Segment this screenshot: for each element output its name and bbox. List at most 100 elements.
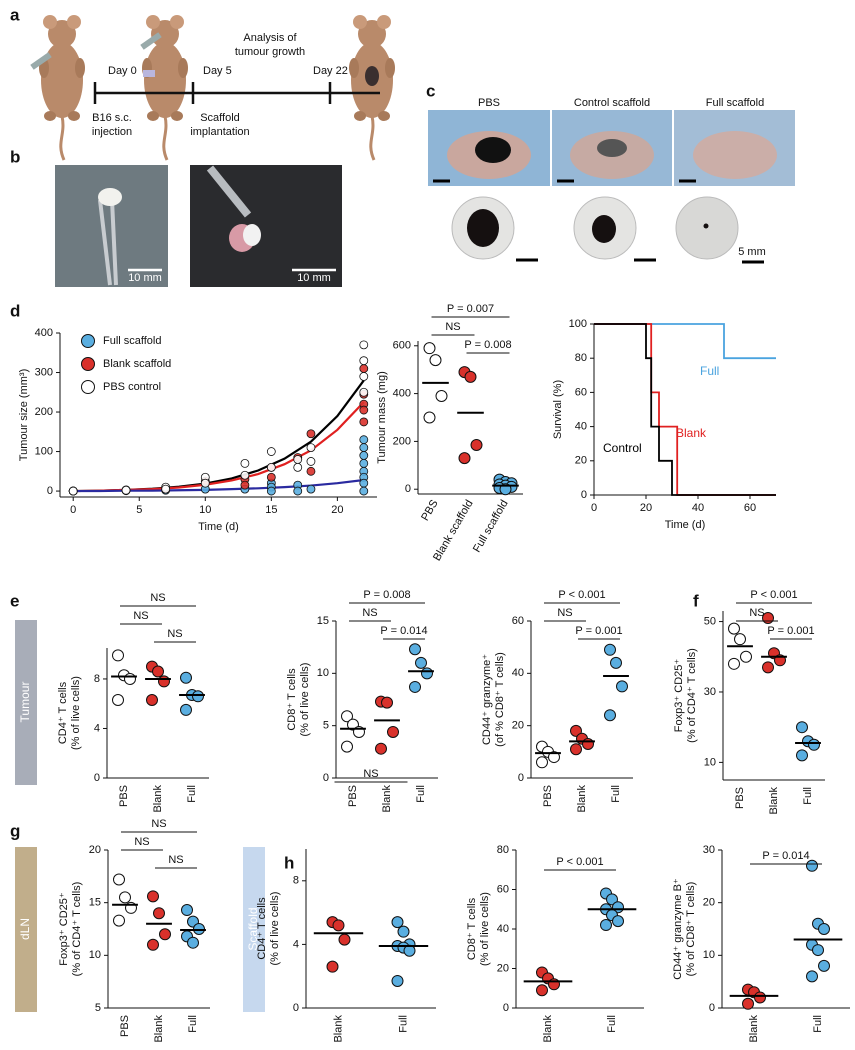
significance-label: P = 0.008 xyxy=(464,339,511,351)
photo-label: Control scaffold xyxy=(574,97,650,109)
data-point xyxy=(387,725,399,738)
y-axis-label: (of % CD8⁺ T cells) xyxy=(494,652,506,747)
x-tick-label: 60 xyxy=(744,502,756,514)
y-axis-label: Tumour size (mm³) xyxy=(18,369,30,461)
data-point xyxy=(464,370,477,383)
fit-line xyxy=(73,401,365,493)
legend-swatch xyxy=(81,357,95,371)
series-label: Control xyxy=(603,441,642,455)
x-tick-label: 0 xyxy=(591,502,597,514)
y-axis-label: Tumour mass (mg) xyxy=(376,371,388,464)
data-point xyxy=(812,944,824,957)
x-tick-label: 0 xyxy=(70,504,76,516)
data-point xyxy=(796,749,808,762)
y-axis-label: CD4⁺ T cells xyxy=(256,897,268,960)
y-tick-label: 0 xyxy=(323,772,329,784)
tumour xyxy=(592,215,616,243)
side-box xyxy=(243,847,265,1012)
y-tick-label: 8 xyxy=(94,673,100,685)
timeline-label: Day 0 xyxy=(108,65,137,77)
x-tick-label: 20 xyxy=(331,504,343,516)
data-point xyxy=(240,470,250,480)
data-point xyxy=(112,649,124,662)
y-tick-label: 0 xyxy=(503,1002,509,1014)
y-tick-label: 80 xyxy=(497,844,509,856)
data-point xyxy=(341,740,353,753)
significance-label: P = 0.014 xyxy=(762,850,809,862)
scale-label: 10 mm xyxy=(128,272,162,284)
data-point xyxy=(548,751,560,764)
y-tick-label: 100 xyxy=(569,318,587,330)
significance-label: NS xyxy=(445,321,460,333)
y-tick-label: 0 xyxy=(581,489,587,501)
x-tick-label: 20 xyxy=(640,502,652,514)
y-tick-label: 0 xyxy=(293,1002,299,1014)
timeline-label: Day 5 xyxy=(203,65,232,77)
data-point xyxy=(600,919,612,932)
data-point xyxy=(423,342,436,355)
syringe-icon xyxy=(140,32,162,50)
data-point xyxy=(193,923,205,935)
side-box xyxy=(15,620,37,785)
y-tick-label: 40 xyxy=(512,667,524,679)
data-point xyxy=(728,622,740,635)
legend-swatch xyxy=(81,380,95,394)
tweezer xyxy=(98,199,118,286)
x-tick-label: PBS xyxy=(118,785,130,807)
significance-label: P < 0.001 xyxy=(558,589,605,601)
panel-letter: g xyxy=(10,821,20,840)
data-point xyxy=(818,923,830,935)
significance-label: NS xyxy=(167,628,182,640)
data-point xyxy=(359,364,369,373)
x-tick-label: Blank xyxy=(576,785,588,813)
x-tick-label: Full xyxy=(610,785,622,803)
y-tick-label: 0 xyxy=(709,1002,715,1014)
data-point xyxy=(435,389,448,402)
data-point xyxy=(147,938,159,951)
y-axis-label: (% of live cells) xyxy=(479,892,491,966)
significance-label: P = 0.001 xyxy=(767,625,814,637)
data-point xyxy=(153,907,165,920)
legend-label: Full scaffold xyxy=(103,335,162,347)
y-tick-label: 40 xyxy=(497,923,509,935)
data-point xyxy=(68,486,78,496)
data-point xyxy=(306,466,316,476)
tweezer xyxy=(206,165,252,218)
x-tick-label: Full xyxy=(186,785,198,803)
data-point xyxy=(381,696,393,709)
significance-label: P = 0.014 xyxy=(380,625,427,637)
y-tick-label: 400 xyxy=(35,327,53,339)
x-tick-label: PBS xyxy=(419,498,440,523)
timeline-label: injection xyxy=(92,126,132,138)
scale-label: 10 mm xyxy=(297,272,331,284)
data-point xyxy=(728,657,740,670)
timeline-label: Scaffold xyxy=(200,112,240,124)
data-point xyxy=(616,680,628,693)
tumour xyxy=(467,209,499,247)
data-point xyxy=(192,690,204,703)
scaffold-icon xyxy=(143,70,155,77)
data-point xyxy=(604,709,616,722)
significance-label: NS xyxy=(168,854,183,866)
y-axis-label: (% of live cells) xyxy=(70,676,82,750)
y-tick-label: 80 xyxy=(575,352,587,364)
data-point xyxy=(570,743,582,756)
data-point xyxy=(429,354,442,367)
data-point xyxy=(818,959,830,972)
data-point xyxy=(397,925,410,938)
y-tick-label: 0 xyxy=(94,772,100,784)
x-tick-label: Full xyxy=(187,1015,199,1033)
y-tick-label: 20 xyxy=(497,962,509,974)
side-label: Scaffold xyxy=(246,907,260,950)
data-point xyxy=(113,873,125,886)
y-tick-label: 10 xyxy=(317,667,329,679)
x-tick-label: Blank xyxy=(332,1015,344,1043)
mouse-icon xyxy=(140,13,190,162)
data-point xyxy=(740,650,752,663)
data-point xyxy=(306,457,316,466)
x-tick-label: PBS xyxy=(347,785,359,807)
y-axis-label: Survival (%) xyxy=(552,380,564,439)
data-point xyxy=(240,459,250,468)
data-point xyxy=(187,936,199,949)
